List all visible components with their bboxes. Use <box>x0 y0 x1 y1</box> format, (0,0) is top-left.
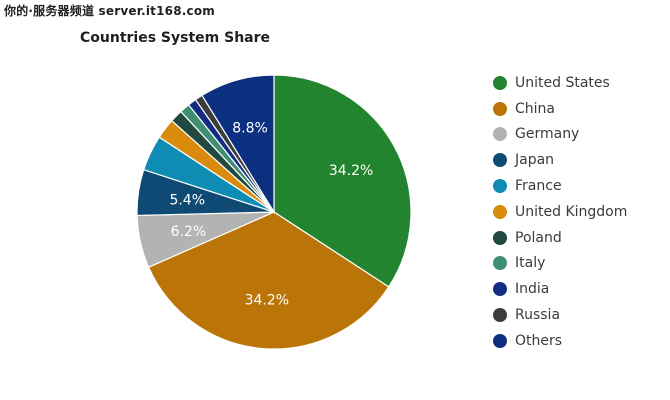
legend-item-others: Others <box>493 328 627 354</box>
legend-item-united-kingdom: United Kingdom <box>493 199 627 225</box>
legend: United States China Germany Japan France Unit… <box>493 70 627 354</box>
legend-label: India <box>515 281 550 298</box>
legend-swatch <box>493 127 507 142</box>
legend-swatch <box>493 256 507 271</box>
data-label-united-states: 34.2% <box>329 163 373 179</box>
legend-label: Japan <box>515 152 555 169</box>
data-label-others: 8.8% <box>232 121 268 137</box>
legend-swatch <box>493 153 507 168</box>
legend-label: China <box>515 100 555 117</box>
data-label-japan: 5.4% <box>169 192 205 208</box>
legend-item-russia: Russia <box>493 302 627 328</box>
chart-title: Countries System Share <box>80 30 271 46</box>
legend-label: Russia <box>515 307 561 324</box>
legend-swatch <box>493 230 507 245</box>
legend-swatch <box>493 204 507 219</box>
watermark-text: 你的·服务器频道 server.it168.com <box>4 4 215 18</box>
legend-label: France <box>515 178 562 195</box>
legend-label: United States <box>515 74 610 91</box>
legend-swatch <box>493 333 507 348</box>
data-label-germany: 6.2% <box>171 224 207 240</box>
legend-swatch <box>493 101 507 116</box>
legend-label: Others <box>515 332 563 349</box>
legend-swatch <box>493 179 507 194</box>
legend-item-china: China <box>493 96 627 122</box>
pie-slice-others <box>201 74 275 215</box>
data-label-china: 34.2% <box>245 292 289 308</box>
legend-swatch <box>493 282 507 297</box>
legend-item-poland: Poland <box>493 225 627 251</box>
legend-swatch <box>493 75 507 90</box>
legend-label: Germany <box>515 126 580 143</box>
legend-item-japan: Japan <box>493 147 627 173</box>
legend-item-italy: Italy <box>493 251 627 277</box>
legend-label: Italy <box>515 255 546 272</box>
pie-slice-china <box>147 211 390 350</box>
legend-label: Poland <box>515 229 562 246</box>
legend-label: United Kingdom <box>515 203 628 220</box>
legend-item-france: France <box>493 173 627 199</box>
legend-item-germany: Germany <box>493 122 627 148</box>
legend-swatch <box>493 308 507 323</box>
legend-item-india: India <box>493 276 627 302</box>
legend-item-united-states: United States <box>493 70 627 96</box>
